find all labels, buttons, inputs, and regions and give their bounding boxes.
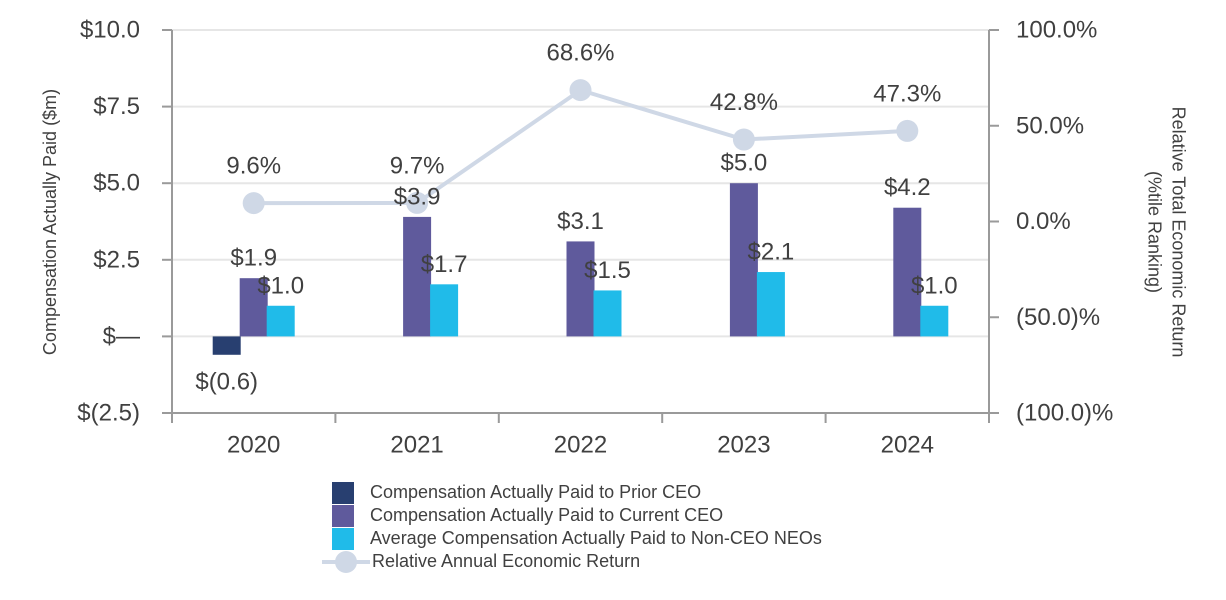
legend-label-non-ceo-neos: Average Compensation Actually Paid to No… xyxy=(370,528,822,548)
bar-current-ceo xyxy=(729,183,758,337)
x-tick-label: 2021 xyxy=(390,432,443,459)
right-axis-title-line1: Relative Total Economic Return xyxy=(1168,107,1188,358)
legend-swatch-current-ceo xyxy=(332,504,354,527)
legend-label-economic-return: Relative Annual Economic Return xyxy=(372,551,641,571)
economic-return-point xyxy=(406,191,429,214)
economic-return-point xyxy=(896,119,919,142)
left-tick-label: $7.5 xyxy=(93,93,140,120)
bar-data-label: $1.0 xyxy=(257,272,304,299)
bar-data-label: $3.9 xyxy=(394,183,441,210)
bar-current-ceo xyxy=(403,216,432,337)
bar-data-label: $3.1 xyxy=(557,208,604,235)
bar-data-label: $4.2 xyxy=(884,174,931,201)
bar-data-label: $1.9 xyxy=(230,245,277,272)
economic-return-point xyxy=(732,128,755,151)
legend-swatch-prior-ceo xyxy=(332,481,354,504)
left-tick-label: $5.0 xyxy=(93,170,140,197)
left-tick-label: $— xyxy=(103,323,140,350)
bars xyxy=(212,183,949,355)
right-tick-label: 50.0% xyxy=(1016,112,1084,139)
legend-item-non-ceo-neos: Average Compensation Actually Paid to No… xyxy=(322,527,822,550)
bar-data-label: $1.0 xyxy=(911,272,958,299)
right-tick-label: (100.0)% xyxy=(1016,400,1113,427)
economic-return-line xyxy=(242,79,919,215)
bar-non-ceo-neos xyxy=(756,272,785,337)
x-tick-label: 2024 xyxy=(881,432,934,459)
bar-data-label: $1.7 xyxy=(421,251,468,278)
legend-line-marker xyxy=(322,550,370,573)
legend-label-current-ceo: Compensation Actually Paid to Current CE… xyxy=(370,505,724,525)
x-tick-labels: 2020 2021 2022 2023 2024 xyxy=(227,432,934,459)
legend-item-prior-ceo: Compensation Actually Paid to Prior CEO xyxy=(322,481,822,504)
left-tick-labels: $10.0 $7.5 $5.0 $2.5 $— $(2.5) xyxy=(77,17,140,427)
legend-swatch-non-ceo-neos xyxy=(332,527,354,550)
right-tick-label: (50.0)% xyxy=(1016,304,1100,331)
x-tick-label: 2020 xyxy=(227,432,280,459)
right-tick-labels: 100.0% 50.0% 0.0% (50.0)% (100.0)% xyxy=(1016,17,1113,427)
economic-return-label: 42.8% xyxy=(710,89,778,116)
left-tick-label: $10.0 xyxy=(80,17,140,44)
right-tick-label: 0.0% xyxy=(1016,208,1071,235)
legend: Compensation Actually Paid to Prior CEO … xyxy=(322,481,822,573)
left-tick-label: $(2.5) xyxy=(77,400,140,427)
legend-label-prior-ceo: Compensation Actually Paid to Prior CEO xyxy=(370,482,702,502)
bar-data-label: $1.5 xyxy=(584,257,631,284)
bar-data-label: $(0.6) xyxy=(195,368,258,395)
economic-return-label: 68.6% xyxy=(546,40,614,67)
legend-item-economic-return: Relative Annual Economic Return xyxy=(322,550,822,573)
left-tick-label: $2.5 xyxy=(93,246,140,273)
x-tick-label: 2022 xyxy=(554,432,607,459)
left-axis-title: Compensation Actually Paid ($m) xyxy=(40,89,60,355)
economic-return-label: 9.6% xyxy=(226,153,281,180)
bar-data-label: $2.1 xyxy=(748,239,795,266)
chart: $10.0 $7.5 $5.0 $2.5 $— $(2.5) 100.0% 50.0% 0.0… xyxy=(40,17,1189,459)
bar-prior-ceo xyxy=(212,336,241,355)
economic-return-point xyxy=(242,192,265,215)
bar-non-ceo-neos xyxy=(593,290,622,337)
economic-return-label: 9.7% xyxy=(390,152,445,179)
bar-current-ceo xyxy=(239,278,268,337)
data-labels: $(0.6) $1.9 $3.9 $3.1 $5.0 $4.2 $1.0 $1.7 $1.5 $2… xyxy=(195,40,957,396)
right-tick-label: 100.0% xyxy=(1016,17,1097,44)
economic-return-point xyxy=(569,79,592,102)
economic-return-label: 47.3% xyxy=(873,80,941,107)
bar-non-ceo-neos xyxy=(430,284,459,337)
x-tick-label: 2023 xyxy=(717,432,770,459)
bar-data-label: $5.0 xyxy=(721,150,768,177)
legend-item-current-ceo: Compensation Actually Paid to Current CE… xyxy=(322,504,822,527)
right-axis-title-line2: (%tile Ranking) xyxy=(1144,171,1164,293)
bar-non-ceo-neos xyxy=(920,305,949,337)
tick-marks xyxy=(162,29,999,423)
bar-current-ceo xyxy=(566,241,595,337)
bar-non-ceo-neos xyxy=(266,305,295,337)
bar-current-ceo xyxy=(893,207,922,337)
